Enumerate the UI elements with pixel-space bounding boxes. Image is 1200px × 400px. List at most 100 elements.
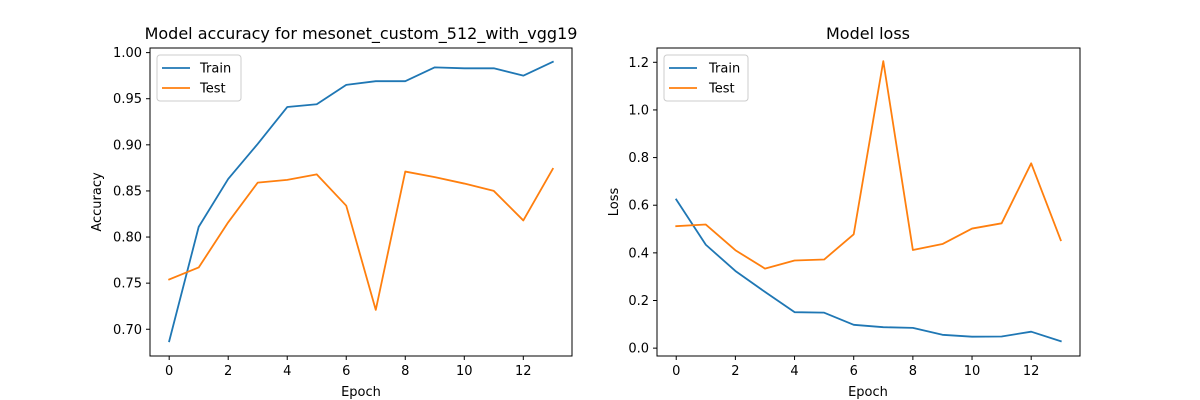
accuracy-train-point [315,102,319,106]
loss-train-point [881,325,885,329]
loss-x-tick-label: 2 [731,364,739,379]
accuracy-x-tick-label: 4 [283,364,291,379]
accuracy-test-point [374,308,378,312]
loss-test-point [704,223,708,227]
accuracy-y-tick-label: 0.70 [113,323,142,338]
loss-x-tick-label: 6 [850,364,858,379]
loss-train-point [1000,334,1004,338]
accuracy-train-line [168,60,555,343]
loss-test-point [763,267,767,271]
loss-x-tick-label: 0 [672,364,680,379]
loss-train-point [1029,330,1033,334]
loss-y-tick-label: 0.2 [628,294,649,309]
accuracy-test-line [168,167,555,311]
accuracy-ticks-layer: 0 2 4 6 8 10 12 0.70 0.75 0.80 0.85 0.90 0.95 1.00 [113,46,532,379]
accuracy-test-point [167,277,171,281]
accuracy-legend-train-label: Train [199,62,231,77]
loss-legend-train-label: Train [708,62,740,77]
loss-legend: Train Test [663,54,749,102]
loss-test-line [675,60,1062,270]
loss-x-tick-label: 8 [909,364,917,379]
accuracy-y-tick-label: 0.75 [113,277,142,292]
accuracy-chart: Model accuracy for mesonet_custom_512_wi… [90,24,577,400]
loss-test-point [822,258,826,262]
loss-y-tick-label: 0.8 [628,151,649,166]
accuracy-test-point [226,220,230,224]
loss-y-tick-label: 0.6 [628,199,649,214]
loss-legend-box [663,54,749,102]
accuracy-test-point [462,182,466,186]
accuracy-test-point [315,172,319,176]
accuracy-train-point [197,225,201,229]
accuracy-train-point [285,105,289,109]
loss-train-point [1059,339,1063,343]
loss-train-point [940,333,944,337]
accuracy-test-point [492,189,496,193]
accuracy-test-point [433,175,437,179]
loss-test-point [733,248,737,252]
accuracy-legend: Train Test [156,54,242,102]
loss-chart-title: Model loss [826,24,910,43]
loss-test-point [940,242,944,246]
accuracy-train-point [551,60,555,64]
loss-train-point [793,310,797,314]
loss-test-point [852,232,856,236]
loss-y-tick-label: 1.0 [628,103,649,118]
loss-test-point [1000,221,1004,225]
loss-x-tick-label: 10 [964,364,981,379]
accuracy-series-layer [167,60,555,343]
loss-train-point [822,311,826,315]
accuracy-train-point [256,142,260,146]
accuracy-x-axis-label: Epoch [341,385,381,400]
accuracy-test-point [521,218,525,222]
accuracy-x-tick-label: 12 [515,364,532,379]
accuracy-train-point [403,79,407,83]
accuracy-y-tick-label: 0.85 [113,184,142,199]
accuracy-x-tick-label: 10 [456,364,473,379]
loss-test-point [881,59,885,63]
loss-train-point [733,269,737,273]
accuracy-train-point [226,177,230,181]
accuracy-train-point [462,66,466,70]
accuracy-test-point [256,181,260,185]
loss-x-tick-label: 4 [790,364,798,379]
loss-test-point [1029,161,1033,165]
accuracy-train-point [344,83,348,87]
loss-train-point [674,198,678,202]
accuracy-chart-title: Model accuracy for mesonet_custom_512_wi… [145,24,578,44]
accuracy-x-tick-label: 6 [342,364,350,379]
accuracy-test-point [551,167,555,171]
accuracy-x-tick-label: 8 [401,364,409,379]
accuracy-train-point [374,79,378,83]
accuracy-axes-frame [149,47,573,357]
loss-train-line [674,198,1062,343]
loss-test-point [970,227,974,231]
loss-test-point [674,224,678,228]
loss-train-point [852,323,856,327]
loss-series-layer [674,59,1063,343]
accuracy-x-tick-label: 2 [224,364,232,379]
loss-train-point [704,243,708,247]
loss-test-point [1059,238,1063,242]
accuracy-test-point [285,178,289,182]
loss-axes-frame [656,47,1081,357]
accuracy-train-point [167,339,171,343]
accuracy-y-tick-label: 0.95 [113,92,142,107]
accuracy-train-point [492,66,496,70]
loss-legend-test-label: Test [708,82,735,97]
accuracy-test-point [344,204,348,208]
loss-x-tick-label: 12 [1023,364,1040,379]
accuracy-y-tick-label: 0.80 [113,231,142,246]
accuracy-test-point [197,265,201,269]
accuracy-x-tick-label: 0 [165,364,173,379]
loss-y-tick-label: 1.2 [628,56,649,71]
accuracy-y-tick-label: 1.00 [113,46,142,61]
loss-chart: Model loss 0 2 4 6 8 10 12 0.0 0.2 0.4 0.6 0.8 1.0 1.… [607,24,1081,400]
accuracy-y-axis-label: Accuracy [90,172,105,232]
loss-test-point [793,258,797,262]
accuracy-legend-test-label: Test [199,82,226,97]
accuracy-test-point [403,170,407,174]
loss-y-tick-label: 0.0 [628,342,649,357]
accuracy-legend-box [156,54,242,102]
